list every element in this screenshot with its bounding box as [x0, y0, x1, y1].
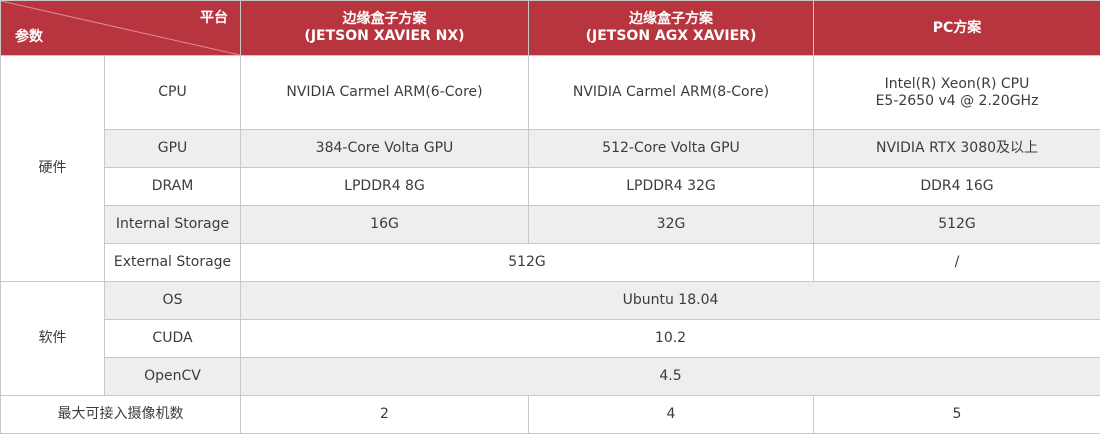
cell-cameras-pc: 5: [814, 396, 1100, 434]
table-row-gpu: GPU 384-Core Volta GPU 512-Core Volta GP…: [1, 130, 1100, 168]
cell-cpu-pc: Intel(R) Xeon(R) CPU E5-2650 v4 @ 2.20GH…: [814, 56, 1100, 130]
row-label-cameras: 最大可接入摄像机数: [1, 396, 241, 434]
table-row-external-storage: External Storage 512G /: [1, 244, 1100, 282]
cell-cpu-nx: NVIDIA Carmel ARM(6-Core): [241, 56, 529, 130]
cell-gpu-agx: 512-Core Volta GPU: [529, 130, 814, 168]
cell-cpu-pc-line1: Intel(R) Xeon(R) CPU: [818, 76, 1096, 93]
row-label-gpu: GPU: [105, 130, 241, 168]
param-label: 参数: [15, 29, 43, 46]
cell-opencv: 4.5: [241, 358, 1100, 396]
platform-label: 平台: [200, 10, 228, 27]
cell-internal-agx: 32G: [529, 206, 814, 244]
row-label-internal-storage: Internal Storage: [105, 206, 241, 244]
table-row-internal-storage: Internal Storage 16G 32G 512G: [1, 206, 1100, 244]
col-header-pc: PC方案: [814, 1, 1100, 56]
cell-external-edge: 512G: [241, 244, 814, 282]
cell-cameras-nx: 2: [241, 396, 529, 434]
row-label-dram: DRAM: [105, 168, 241, 206]
table-row-cameras: 最大可接入摄像机数 2 4 5: [1, 396, 1100, 434]
cell-dram-agx: LPDDR4 32G: [529, 168, 814, 206]
header-row: 平台 参数 边缘盒子方案 (JETSON XAVIER NX) 边缘盒子方案 (…: [1, 1, 1100, 56]
cell-internal-nx: 16G: [241, 206, 529, 244]
cell-dram-pc: DDR4 16G: [814, 168, 1100, 206]
row-label-cuda: CUDA: [105, 320, 241, 358]
cell-os: Ubuntu 18.04: [241, 282, 1100, 320]
cell-dram-nx: LPDDR4 8G: [241, 168, 529, 206]
col-header-nx-sub: (JETSON XAVIER NX): [245, 28, 524, 45]
col-header-agx-title: 边缘盒子方案: [533, 11, 809, 28]
cell-gpu-pc: NVIDIA RTX 3080及以上: [814, 130, 1100, 168]
group-hardware: 硬件: [1, 56, 105, 282]
corner-header-cell: 平台 参数: [1, 1, 241, 56]
col-header-agx-sub: (JETSON AGX XAVIER): [533, 28, 809, 45]
cell-gpu-nx: 384-Core Volta GPU: [241, 130, 529, 168]
cell-external-pc: /: [814, 244, 1100, 282]
cell-internal-pc: 512G: [814, 206, 1100, 244]
row-label-external-storage: External Storage: [105, 244, 241, 282]
group-software: 软件: [1, 282, 105, 396]
table-row-opencv: OpenCV 4.5: [1, 358, 1100, 396]
cell-cpu-pc-line2: E5-2650 v4 @ 2.20GHz: [818, 93, 1096, 110]
table-row-cpu: 硬件 CPU NVIDIA Carmel ARM(6-Core) NVIDIA …: [1, 56, 1100, 130]
col-header-nx-title: 边缘盒子方案: [245, 11, 524, 28]
row-label-opencv: OpenCV: [105, 358, 241, 396]
col-header-pc-title: PC方案: [818, 20, 1096, 37]
table-row-os: 软件 OS Ubuntu 18.04: [1, 282, 1100, 320]
table-row-cuda: CUDA 10.2: [1, 320, 1100, 358]
row-label-os: OS: [105, 282, 241, 320]
cell-cameras-agx: 4: [529, 396, 814, 434]
cell-cuda: 10.2: [241, 320, 1100, 358]
table-row-dram: DRAM LPDDR4 8G LPDDR4 32G DDR4 16G: [1, 168, 1100, 206]
col-header-agx: 边缘盒子方案 (JETSON AGX XAVIER): [529, 1, 814, 56]
row-label-cpu: CPU: [105, 56, 241, 130]
col-header-nx: 边缘盒子方案 (JETSON XAVIER NX): [241, 1, 529, 56]
cell-cpu-agx: NVIDIA Carmel ARM(8-Core): [529, 56, 814, 130]
